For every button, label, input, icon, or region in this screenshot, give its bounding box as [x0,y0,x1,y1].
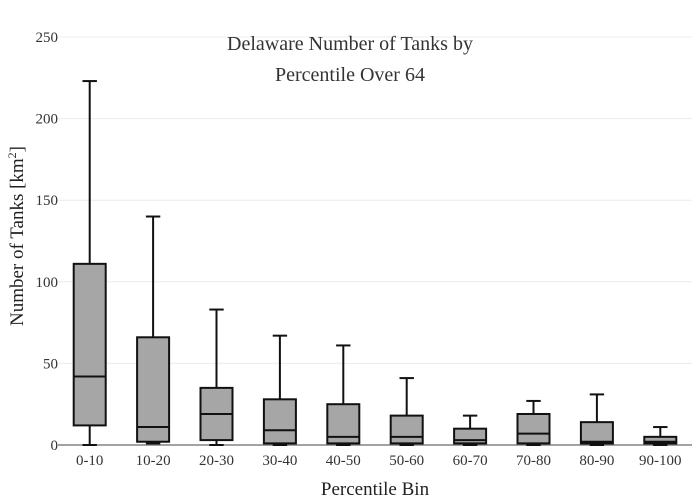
gridlines [58,36,692,446]
y-axis-title-end: ] [7,146,28,152]
iqr-box [579,421,614,445]
iqr-box [453,427,488,445]
x-tick-label: 60-70 [453,453,488,469]
x-tick-label: 50-60 [389,453,424,469]
y-tick-label: 200 [36,112,59,128]
y-tick-label: 150 [36,193,59,209]
x-tick-label: 10-20 [136,453,171,469]
iqr-box [136,336,171,443]
x-tick-label: 70-80 [516,453,551,469]
y-tick-label: 100 [36,275,59,291]
box-0-10 [72,80,107,446]
y-tick-label: 50 [43,356,58,372]
x-tick-label: 0-10 [76,453,104,469]
y-axis-title-sup: 2 [5,152,19,158]
y-axis-title-main: Number of Tanks [km [7,158,28,326]
y-tick-label: 0 [51,438,59,454]
box-40-50 [326,344,361,446]
iqr-box [262,398,297,445]
y-tick-labels: 0 50 100 150 200 250 [36,30,59,454]
box-70-80 [516,399,551,446]
x-tick-labels: 0-10 10-20 20-30 30-40 40-50 50-60 60-70 70-80 8… [76,453,682,469]
y-axis-title: Number of Tanks [km2] [5,146,28,326]
box-20-30 [199,308,234,446]
iqr-box [643,435,678,445]
x-axis-title: Percentile Bin [321,479,430,500]
boxes [72,80,678,446]
x-tick-label: 20-30 [199,453,234,469]
box-50-60 [389,377,424,446]
iqr-box [72,262,107,427]
box-80-90 [579,393,614,446]
box-10-20 [136,215,171,445]
box-90-100 [643,426,678,446]
iqr-box [389,414,424,445]
x-tick-label: 80-90 [579,453,614,469]
chart-title-line-1: Delaware Number of Tanks by [227,33,473,55]
chart-title-line-2: Percentile Over 64 [275,64,425,86]
box-30-40 [262,334,297,446]
box-60-70 [453,414,488,446]
iqr-box [516,412,551,445]
x-tick-label: 40-50 [326,453,361,469]
y-tick-label: 250 [36,30,59,46]
x-tick-label: 30-40 [262,453,297,469]
x-tick-label: 90-100 [639,453,682,469]
